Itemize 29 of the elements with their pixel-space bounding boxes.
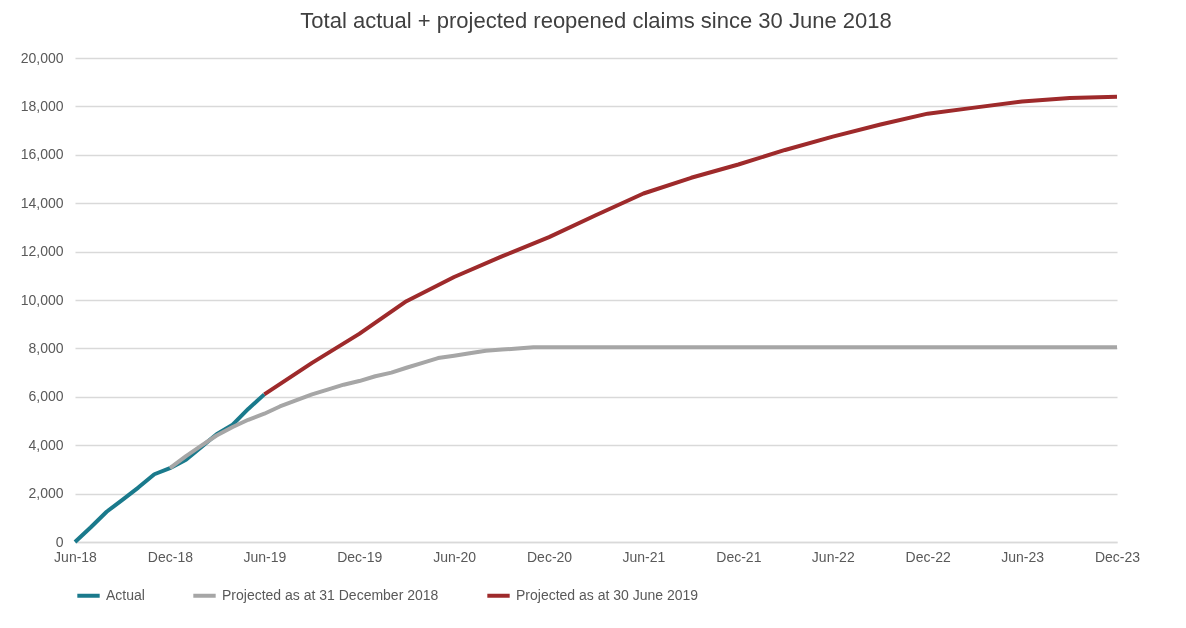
x-tick-label: Jun-21 (622, 548, 666, 565)
y-tick-label: 8,000 (28, 339, 64, 356)
line-series (262, 94, 1119, 397)
x-tick-label: Dec-23 (1094, 548, 1141, 565)
x-tick-label: Dec-20 (526, 548, 573, 565)
legend-label: Actual (106, 586, 145, 603)
x-tick-label: Jun-18 (54, 548, 98, 565)
line-series (167, 345, 1119, 471)
x-tick-label: Dec-22 (905, 548, 951, 565)
chart-title: Total actual + projected reopened claims since 30 June 2018 (300, 8, 892, 33)
y-tick-label: 2,000 (28, 485, 64, 502)
y-tick-label: 12,000 (20, 243, 64, 260)
y-tick-label: 14,000 (20, 194, 64, 211)
y-tick-label: 6,000 (28, 388, 64, 405)
y-tick-label: 18,000 (20, 97, 64, 114)
y-tick-label: 20,000 (20, 49, 64, 66)
y-tick-label: 10,000 (20, 291, 64, 308)
y-tick-label: 4,000 (28, 436, 64, 453)
y-tick-label: 0 (55, 533, 64, 550)
y-tick-label: 16,000 (20, 146, 64, 163)
x-tick-label: Jun-20 (433, 548, 477, 565)
x-tick-label: Dec-21 (716, 548, 762, 565)
legend-label: Projected as at 31 December 2018 (222, 586, 439, 603)
x-tick-label: Jun-19 (243, 548, 287, 565)
legend-label: Projected as at 30 June 2019 (516, 586, 699, 603)
x-tick-label: Jun-22 (811, 548, 855, 565)
x-tick-label: Dec-18 (147, 548, 194, 565)
x-tick-label: Jun-23 (1001, 548, 1045, 565)
x-tick-label: Dec-19 (337, 548, 383, 565)
